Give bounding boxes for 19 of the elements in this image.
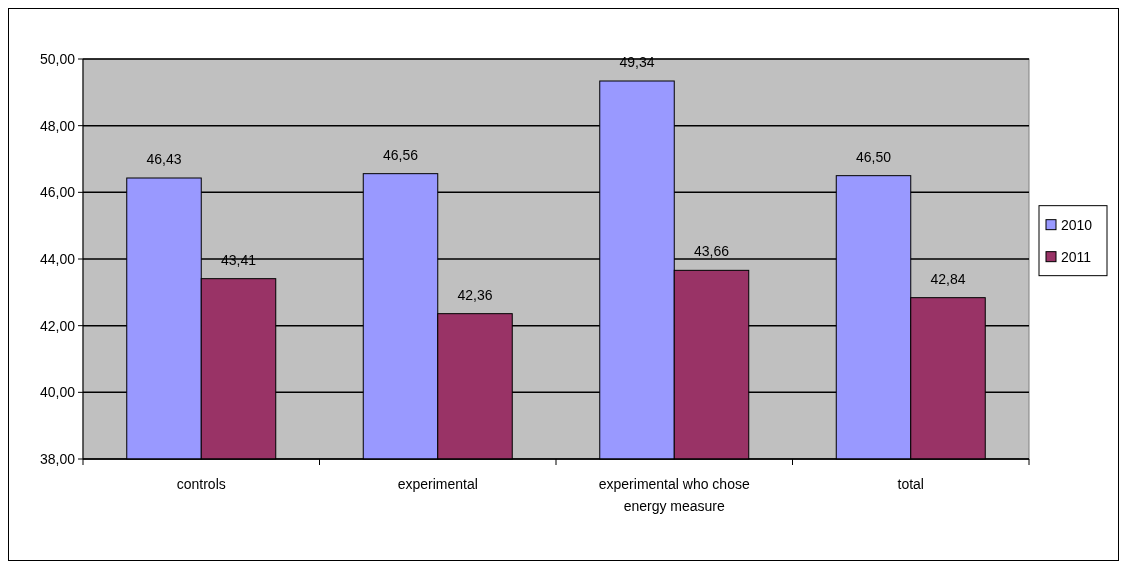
x-tick-label: experimental <box>397 476 478 492</box>
x-tick-label: total <box>897 476 924 492</box>
data-label: 42,84 <box>930 270 966 287</box>
y-tick-label: 46,00 <box>39 184 76 201</box>
y-tick-label: 48,00 <box>39 117 76 134</box>
data-label: 46,56 <box>382 146 419 163</box>
y-tick-label: 50,00 <box>39 50 76 67</box>
legend-label: 2010 <box>1061 216 1093 233</box>
y-tick-label: 38,00 <box>39 450 76 467</box>
y-tick-label: 44,00 <box>39 250 76 267</box>
data-label: 42,36 <box>457 286 493 303</box>
y-tick-label: 40,00 <box>39 384 76 401</box>
data-label: 46,43 <box>146 151 182 167</box>
data-label: 43,66 <box>693 243 730 260</box>
y-tick-label: 42,00 <box>39 317 76 334</box>
x-tick-label: experimental who chose energy measure <box>598 476 750 514</box>
x-tick-label: controls <box>176 476 226 492</box>
data-label: 46,50 <box>855 148 892 165</box>
legend-label: 2011 <box>1061 248 1092 265</box>
